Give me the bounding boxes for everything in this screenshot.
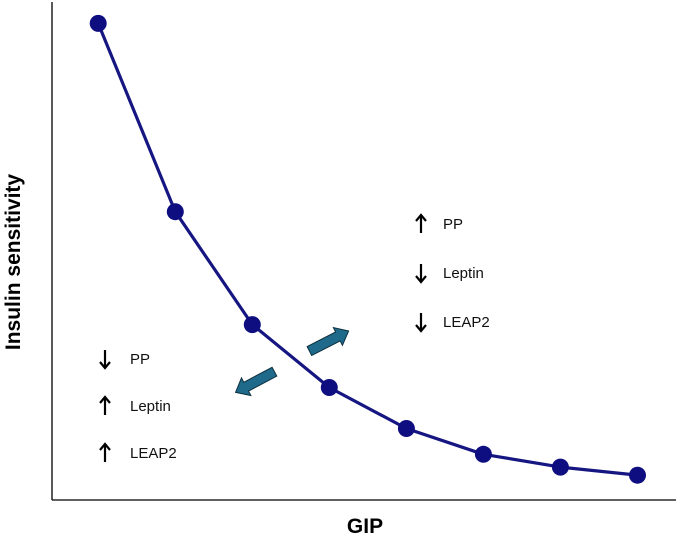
data-point xyxy=(629,466,646,484)
hormone-label: Leptin xyxy=(130,398,171,415)
teal-block-arrow-down-left-icon xyxy=(234,366,278,397)
teal-block-arrow-up-right-icon xyxy=(306,326,350,357)
annotation-group-left: PP Leptin LEAP2 xyxy=(99,350,177,462)
hormone-label: PP xyxy=(443,216,463,233)
teal-block-arrow-up-right-icon-shape xyxy=(306,326,350,357)
data-point xyxy=(397,420,415,437)
series-line xyxy=(96,22,638,477)
down-arrow-icon xyxy=(99,350,111,370)
up-arrow-icon xyxy=(99,395,111,415)
up-arrow-icon xyxy=(99,442,111,462)
down-arrow-icon xyxy=(415,264,427,284)
axes xyxy=(51,2,676,501)
series-layer xyxy=(89,14,646,484)
data-point xyxy=(166,203,184,221)
hormone-label: PP xyxy=(130,351,150,368)
teal-block-arrow-down-left-icon-shape xyxy=(234,366,278,397)
hormone-label: LEAP2 xyxy=(443,314,490,331)
hormone-label: Leptin xyxy=(443,265,484,282)
data-point xyxy=(89,14,107,32)
data-point xyxy=(243,316,261,334)
annotation-group-right: PP Leptin LEAP2 xyxy=(415,213,490,333)
trend-arrows xyxy=(234,326,350,397)
y-axis-title: Insulin sensitivity xyxy=(2,174,25,351)
data-point xyxy=(320,379,338,396)
up-arrow-icon xyxy=(415,213,427,233)
hormone-label: LEAP2 xyxy=(130,445,177,462)
down-arrow-icon xyxy=(415,313,427,333)
data-point xyxy=(474,445,492,463)
x-axis-title: GIP xyxy=(347,515,383,538)
data-point xyxy=(551,458,569,476)
